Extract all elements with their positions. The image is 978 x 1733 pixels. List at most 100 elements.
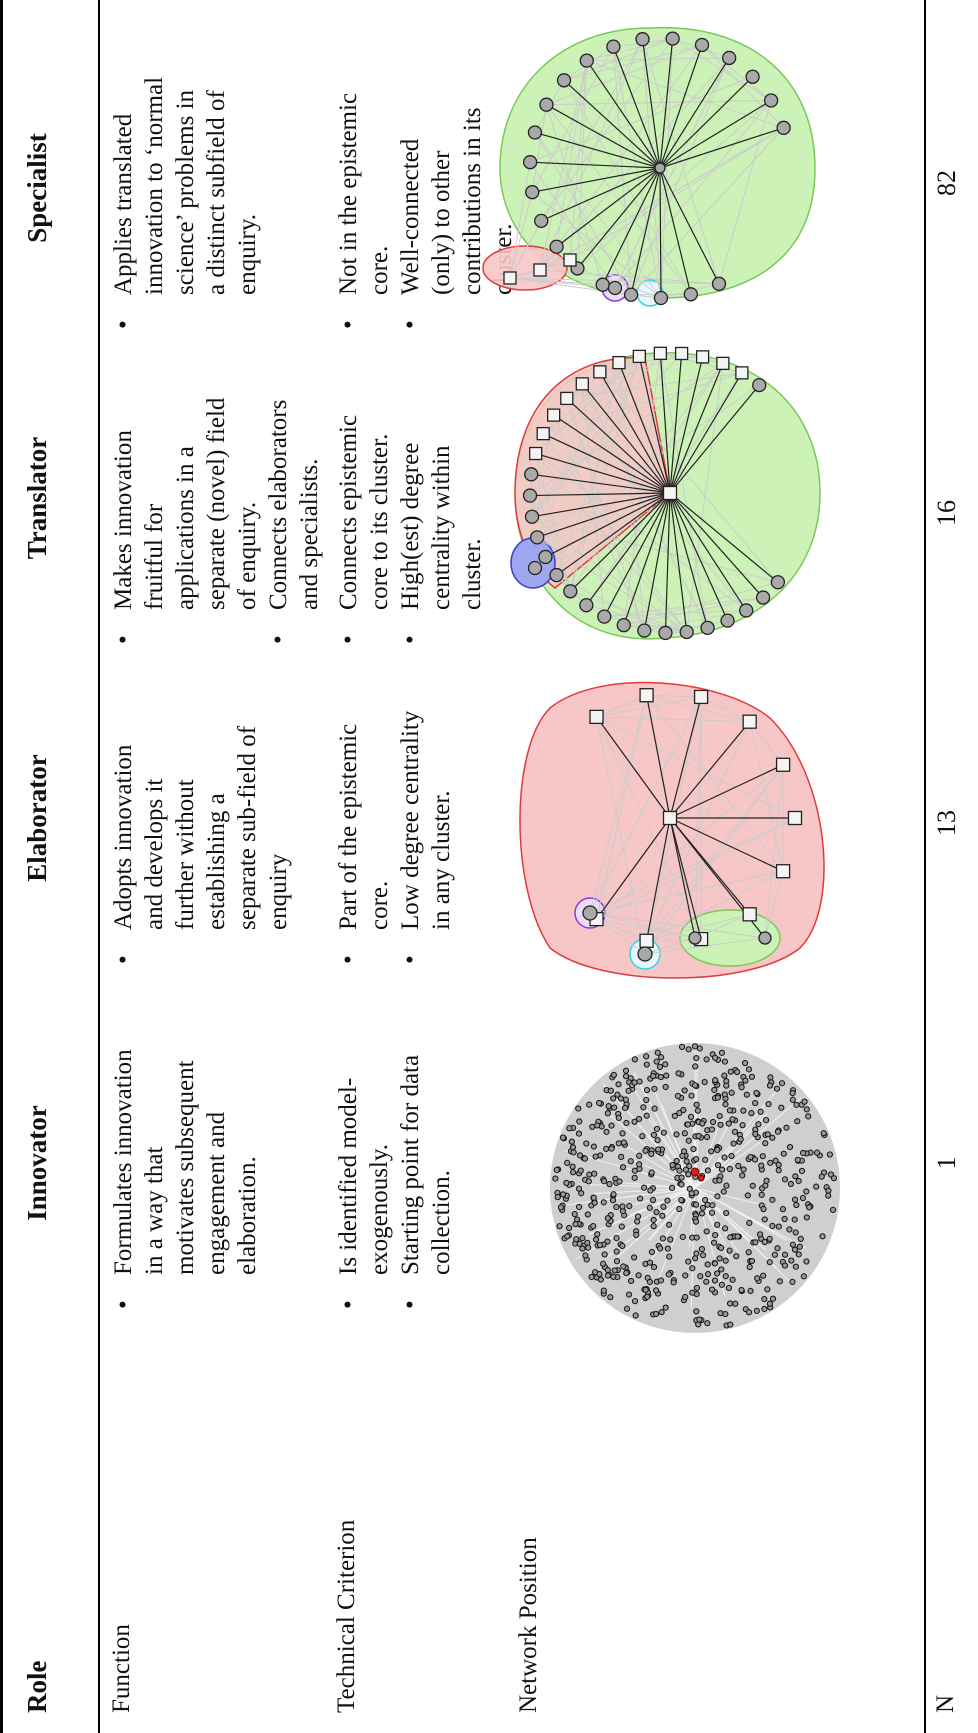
network-node xyxy=(704,1271,712,1278)
spoke-edge xyxy=(599,371,671,494)
background-edge xyxy=(764,871,784,939)
network-node xyxy=(695,1321,702,1328)
spoke-edge xyxy=(566,397,671,494)
network-node xyxy=(648,1150,655,1157)
network-node xyxy=(803,1258,810,1265)
circle-node xyxy=(776,120,791,135)
network-node xyxy=(703,1133,711,1141)
network-node xyxy=(584,1239,591,1246)
network-node xyxy=(800,1149,807,1157)
specialist-technical-item-1: Not in the epistemic core. xyxy=(333,73,395,295)
network-edge xyxy=(593,1187,696,1195)
background-edge xyxy=(614,57,730,289)
background-edge xyxy=(749,721,784,766)
network-node xyxy=(662,1061,669,1068)
network-node xyxy=(783,1124,790,1131)
network-node xyxy=(637,1195,644,1202)
network-node xyxy=(611,1267,618,1274)
network-node xyxy=(643,1061,650,1068)
spoke-edge xyxy=(659,76,754,169)
background-edge xyxy=(596,716,796,819)
background-edge xyxy=(701,44,772,101)
network-node xyxy=(662,1083,669,1091)
network-edge xyxy=(694,1187,739,1253)
network-node xyxy=(737,1136,744,1143)
network-node xyxy=(685,1171,692,1178)
network-node xyxy=(723,1182,730,1189)
background-edge xyxy=(660,38,674,299)
network-node xyxy=(622,1073,630,1080)
header-rule xyxy=(98,0,100,1733)
network-node xyxy=(604,1266,611,1274)
network-node xyxy=(727,1234,734,1241)
circle-node xyxy=(522,155,538,170)
network-node xyxy=(670,1279,677,1286)
innovator-network-graph xyxy=(550,1043,840,1333)
network-node xyxy=(610,1071,617,1079)
network-node xyxy=(716,1112,723,1120)
square-node xyxy=(674,346,689,361)
background-edge xyxy=(596,918,647,942)
network-node xyxy=(564,1159,571,1167)
network-node xyxy=(694,1107,701,1114)
network-node xyxy=(660,1129,667,1136)
circle-node xyxy=(654,162,666,174)
technical-criterion-label: Technical Criterion xyxy=(333,1519,360,1713)
network-node xyxy=(793,1201,800,1209)
spoke-edge xyxy=(602,167,661,285)
circle-node xyxy=(623,287,639,302)
network-node xyxy=(711,1260,719,1267)
network-node xyxy=(747,1154,754,1161)
translator-n: 16 xyxy=(932,500,961,526)
spoke-edge xyxy=(669,492,779,583)
circle-node xyxy=(579,598,594,613)
translator-technical: Connects epistemic core to its cluster. … xyxy=(333,388,488,648)
elaborator-technical-item-1: Part of the epistemic core. xyxy=(333,708,395,930)
network-node xyxy=(691,1082,699,1089)
background-edge xyxy=(566,398,747,611)
network-node xyxy=(552,1175,559,1182)
network-node xyxy=(714,1162,722,1169)
network-node xyxy=(752,1099,759,1107)
network-node xyxy=(556,1223,563,1230)
network-node xyxy=(803,1188,810,1195)
spoke-edge xyxy=(669,363,724,494)
circle-node xyxy=(556,73,572,88)
network-node xyxy=(601,1251,608,1258)
circle-node xyxy=(549,239,564,254)
network-node xyxy=(738,1286,745,1294)
network-node xyxy=(619,1203,626,1210)
spoke-edge xyxy=(556,492,671,576)
network-node xyxy=(693,1250,700,1257)
network-node xyxy=(682,1166,690,1173)
background-edge xyxy=(577,100,772,269)
network-node xyxy=(741,1059,749,1067)
network-node xyxy=(772,1157,779,1164)
network-node xyxy=(600,1199,607,1206)
network-node xyxy=(651,1105,658,1112)
network-node xyxy=(795,1251,802,1258)
network-node xyxy=(575,1203,583,1211)
network-node xyxy=(643,1086,651,1094)
spoke-edge xyxy=(669,384,760,494)
network-node xyxy=(714,1094,721,1101)
background-edge xyxy=(596,716,750,723)
network-node xyxy=(680,1106,687,1114)
network-node xyxy=(797,1235,804,1243)
background-edge xyxy=(531,353,661,518)
network-node xyxy=(781,1176,789,1183)
network-node xyxy=(615,1114,622,1121)
network-edge xyxy=(560,1187,696,1207)
network-node xyxy=(597,1276,605,1283)
spoke-edge xyxy=(596,817,671,920)
circle-node xyxy=(525,185,540,200)
network-node xyxy=(653,1125,661,1133)
network-node xyxy=(690,1145,697,1153)
network-node xyxy=(712,1232,719,1239)
spoke-edge xyxy=(669,492,747,611)
network-node xyxy=(711,1086,718,1094)
network-node xyxy=(623,1305,631,1312)
network-node xyxy=(685,1046,692,1053)
network-node xyxy=(714,1270,721,1277)
network-node xyxy=(801,1098,808,1105)
